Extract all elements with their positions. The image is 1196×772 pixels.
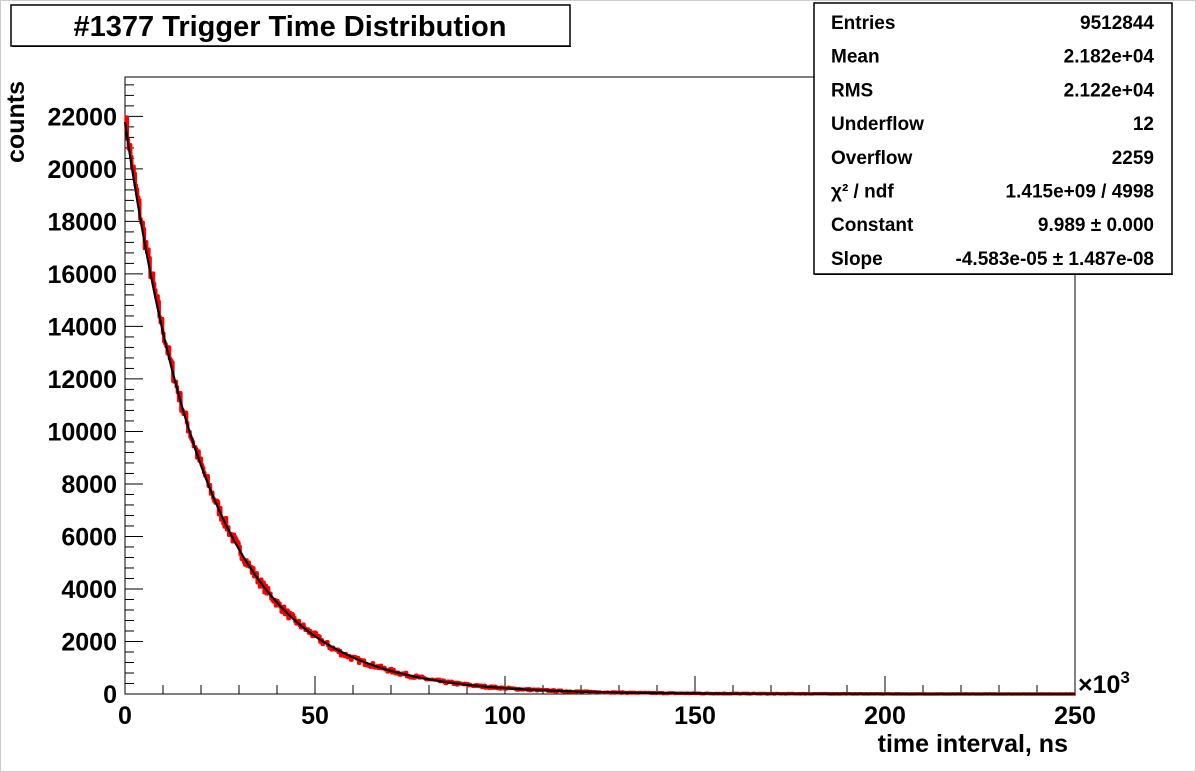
title-box: #1377 Trigger Time Distribution [10,4,571,47]
y-tick-label: 10000 [47,418,117,446]
series-layer [123,115,1077,696]
x-tick-label: 150 [674,702,716,730]
x-multiplier-exponent: 3 [1120,668,1129,687]
fit-curve [123,121,1075,696]
y-tick-label: 2000 [61,628,117,656]
stats-value: 12 [1133,114,1154,135]
y-tick-label: 12000 [47,366,117,394]
stats-label: χ² / ndf [831,182,894,203]
y-tick-label: 16000 [47,261,117,289]
stats-value: 2.122e+04 [1064,80,1155,101]
y-tick-label: 8000 [61,471,117,499]
x-axis-label: time interval, ns [878,730,1068,758]
x-tick-label: 200 [864,702,906,730]
stats-value: -4.583e-05 ± 1.487e-08 [956,249,1154,270]
x-axis: 0 50 100 150 200 250 [118,676,1096,730]
stats-label: RMS [831,80,873,101]
stats-value: 1.415e+09 / 4998 [1006,182,1154,203]
y-axis: 0 2000 4000 6000 8000 10000 12000 14000 16000 180… [47,84,143,709]
stats-label: Entries [831,13,895,34]
y-tick-label: 4000 [61,576,117,604]
stats-value: 2.182e+04 [1064,47,1155,68]
stats-value: 2259 [1112,148,1154,169]
y-tick-label: 20000 [47,156,117,184]
y-tick-label: 18000 [47,208,117,236]
y-tick-label: 22000 [47,103,117,131]
stats-label: Constant [831,215,914,236]
stats-label: Overflow [831,148,913,169]
x-tick-label: 250 [1054,702,1096,730]
stats-value: 9.989 ± 0.000 [1038,215,1154,236]
stats-label: Mean [831,47,880,68]
stats-label: Slope [831,249,883,270]
x-tick-label: 0 [118,702,132,730]
x-multiplier: ×103 [1078,668,1130,699]
y-tick-label: 6000 [61,523,117,551]
stats-value: 9512844 [1080,13,1154,34]
y-tick-label: 14000 [47,313,117,341]
y-tick-label: 0 [103,681,117,709]
chart-title: #1377 Trigger Time Distribution [74,11,507,43]
x-tick-label: 100 [484,702,526,730]
stats-label: Underflow [831,114,924,135]
x-tick-label: 50 [301,702,329,730]
y-axis-label: counts [2,81,30,163]
stats-box: Entries 9512844 Mean 2.182e+04 RMS 2.122e+04 U… [813,2,1173,275]
